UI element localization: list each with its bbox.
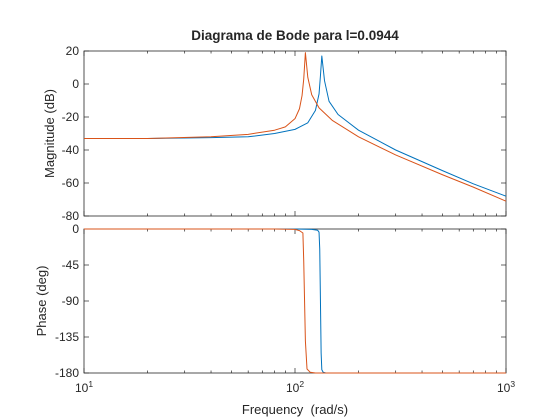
phase-axes-frame (83, 228, 507, 374)
y-tick-label-phase--135: -135 (55, 330, 79, 344)
x-tick-labels: 101 102 103 (75, 379, 515, 395)
x-tick-label-10-1: 101 (75, 379, 93, 395)
phase-series-line-2 (84, 228, 506, 374)
phase-series (84, 228, 506, 374)
magnitude-x-ticks (83, 51, 507, 216)
chart-title: Diagrama de Bode para l=0.0944 (191, 28, 399, 43)
x-tick-label-10-2: 102 (286, 379, 304, 395)
y-tick-label-magnitude--40: -40 (62, 143, 80, 157)
y-tick-label-magnitude--60: -60 (62, 176, 80, 190)
x-axis-label: Frequency (rad/s) (242, 402, 348, 417)
phase-y-ticks: 0 -45 -90 -135 -180 (55, 222, 506, 380)
y-tick-label-phase--90: -90 (62, 294, 80, 308)
magnitude-axes-frame (83, 50, 507, 217)
phase-subplot: 0 -45 -90 -135 -180 Phase (deg) (34, 222, 507, 380)
magnitude-y-ticks: 20 0 -20 -40 -60 -80 (62, 44, 506, 223)
phase-y-axis-label: Phase (deg) (34, 266, 49, 337)
y-tick-label-magnitude-0: 0 (72, 77, 79, 91)
y-tick-label-phase-0: 0 (72, 222, 79, 236)
y-tick-label-magnitude--80: -80 (62, 209, 80, 223)
y-tick-label-phase--45: -45 (62, 258, 80, 272)
magnitude-series-line-1 (84, 55, 507, 197)
magnitude-series-line-2 (84, 52, 507, 202)
y-tick-label-magnitude--20: -20 (62, 110, 80, 124)
magnitude-subplot: 20 0 -20 -40 -60 -80 Magnitude (dB) (42, 44, 507, 223)
magnitude-series (84, 52, 507, 202)
y-tick-label-phase--180: -180 (55, 366, 79, 380)
magnitude-y-axis-label: Magnitude (dB) (42, 89, 57, 178)
x-tick-label-10-3: 103 (497, 379, 515, 395)
y-tick-label-magnitude-20: 20 (66, 44, 80, 58)
